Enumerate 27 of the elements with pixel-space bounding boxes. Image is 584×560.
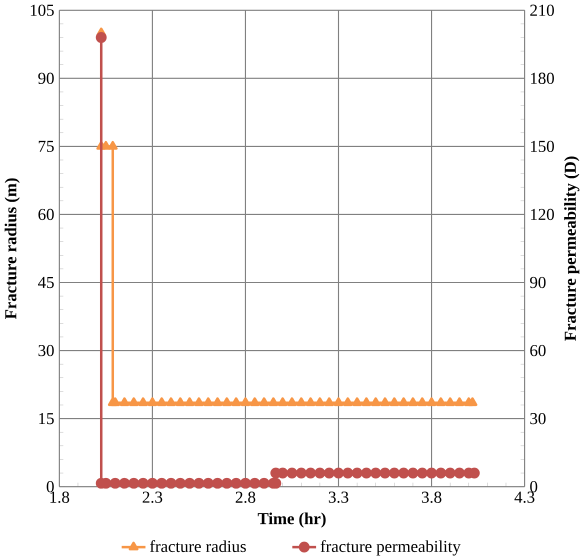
x-tick-label: 3.8 <box>422 492 442 504</box>
y-tick-label: 15 <box>39 413 54 424</box>
y-tick-label: 30 <box>38 345 54 356</box>
y2-tick-label: 0 <box>530 481 538 492</box>
y2-tick-label: 120 <box>530 209 554 220</box>
x-tick-label: 2.8 <box>236 492 256 504</box>
y2-tick-label: 210 <box>530 4 554 16</box>
x-tick-label: 4.3 <box>514 492 534 504</box>
x-tick-label: 3.3 <box>328 492 348 504</box>
y-tick-label: 105 <box>30 4 54 16</box>
y2-axis-title: Fracture permeability (D) <box>564 156 580 342</box>
y2-tick-label: 60 <box>530 345 546 356</box>
x-tick-label: 2.3 <box>142 492 162 504</box>
x-axis-title: Time (hr) <box>258 512 326 528</box>
legend-label: fracture radius <box>150 540 246 552</box>
x-tick-label: 1.8 <box>50 492 70 504</box>
y-tick-label: 0 <box>46 481 54 492</box>
y2-tick-label: 30 <box>530 413 546 424</box>
y-tick-label: 90 <box>38 72 54 84</box>
y2-tick-label: 90 <box>530 277 546 288</box>
y-tick-label: 60 <box>38 209 54 220</box>
y2-tick-label: 180 <box>530 72 554 84</box>
legend-label: fracture permeability <box>320 540 461 556</box>
y2-tick-label: 150 <box>530 140 554 152</box>
y-tick-label: 45 <box>38 277 54 288</box>
y-tick-label: 75 <box>38 141 54 152</box>
y-axis-title: Fracture radius (m) <box>4 178 20 320</box>
